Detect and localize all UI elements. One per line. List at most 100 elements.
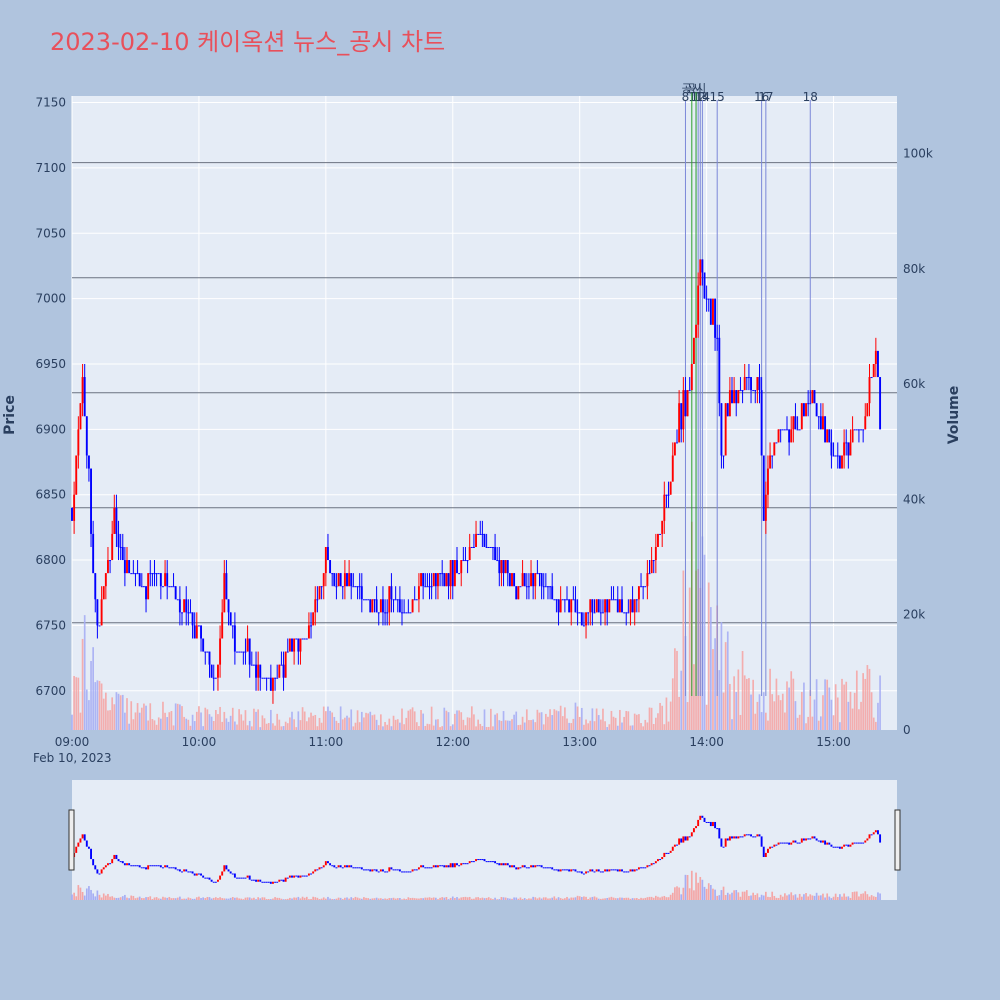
rangeslider-candle [853,842,856,844]
rangeslider-volume-bar [663,895,666,900]
candle-body [77,429,80,456]
rangeslider-candle [874,830,877,833]
rangeslider-candle [720,838,723,847]
rangeslider-volume-bar [553,896,556,900]
rangeslider-candle [316,869,319,871]
rangeslider-volume-bar [231,896,234,900]
rangeslider-candle [741,836,744,838]
volume-bar [870,692,873,730]
volume-bar [325,711,327,730]
time-tick-label: 11:00 [309,735,344,749]
rangeslider-candle [259,879,262,882]
rangeslider-volume-bar [680,894,683,900]
rangeslider-candle [168,867,171,869]
candle-body [555,599,558,601]
rangeslider-volume-bar [851,892,854,900]
volume-bar [405,717,408,730]
candle-body [263,677,266,679]
rangeslider-volume-bar [155,897,158,900]
rangeslider-candle [280,879,283,881]
volume-bar [477,719,479,730]
candle-body [316,599,319,601]
candle-body [121,546,124,561]
candle-body [134,573,137,575]
rangeslider-candle [111,859,114,864]
rangeslider-volume-bar [314,897,317,900]
volume-bar [703,554,706,730]
rangeslider-candle [783,842,786,844]
rangeslider-volume-bar [475,897,477,900]
rangeslider-candle [240,877,243,879]
rangeslider-candle [288,875,291,878]
rangeslider-candle [756,834,759,837]
volume-bar [352,726,355,730]
rangeslider-volume-bar [350,897,353,900]
candle-body [553,599,556,601]
rangeslider-candle [716,828,719,830]
rangeslider-volume-bar [373,898,376,900]
rangeslider-candle [690,832,693,837]
rangeslider-volume-bar [407,897,410,900]
rangeslider-candle [591,869,594,872]
rangeslider-volume-bar [320,898,323,900]
volume-bar [401,708,403,730]
rangeslider-candle [559,869,562,872]
rangeslider-candle [733,836,736,839]
candle-body [426,586,429,588]
volume-bar [153,720,156,730]
rangeslider-volume-bar [515,897,518,900]
rangeslider-volume-bar [743,891,746,900]
volume-bar [794,701,797,730]
rangeslider-candle [310,873,312,875]
candle-body [204,651,207,653]
volume-bar [134,712,137,730]
candle-body [612,599,615,601]
rangeslider-candle [337,865,340,868]
rangeslider-volume-bar [817,895,820,900]
rangeslider-candle [312,871,315,874]
rangeslider-volume-bar [265,899,268,900]
rangeslider-volume-bar [781,896,784,900]
volume-bar [382,726,384,730]
rangeslider-candle [113,854,116,860]
rangeslider-volume-bar [551,897,554,900]
rangeslider-candle [580,871,583,874]
volume-bar [333,716,336,730]
rangeslider-candle [409,871,412,873]
volume-bar [572,718,575,730]
rangeslider-volume-bar [206,896,209,900]
rangeslider-candle [178,869,181,872]
rangeslider-candle [532,865,535,868]
candle-body [879,377,882,430]
rangeslider-volume-bar [365,897,367,900]
rangeslider-candle [407,871,410,873]
volume-bar [511,719,513,730]
candle-body [635,599,638,601]
rangeslider-volume-bar [162,896,164,900]
rangeslider[interactable] [68,809,901,900]
rangeslider-volume-bar [642,898,644,900]
rangeslider-volume-bar [701,879,704,900]
candle-body [219,638,222,665]
candle-body [783,429,786,431]
volume-bar [578,716,581,730]
volume-bar [614,717,617,730]
rangeslider-candle [181,871,183,873]
candle-body [498,560,501,574]
candle-body [335,586,338,588]
rangeslider-volume-bar [597,898,600,900]
candle-body [868,377,871,404]
volume-bar [707,582,710,730]
rangeslider-candle [587,871,590,873]
rangeslider-candle [388,867,391,872]
rangeslider-volume-bar [832,896,835,900]
rangeslider-candle [817,840,820,842]
rangeslider-volume-bar [183,898,185,900]
rangeslider-candle [815,838,818,841]
rangeslider-candle [472,861,475,863]
candle-body [297,638,300,652]
rangeslider-volume-bar [151,899,154,900]
price-tick-label: 6900 [35,422,66,436]
candle-body [657,533,659,547]
volume-bar [160,718,162,730]
